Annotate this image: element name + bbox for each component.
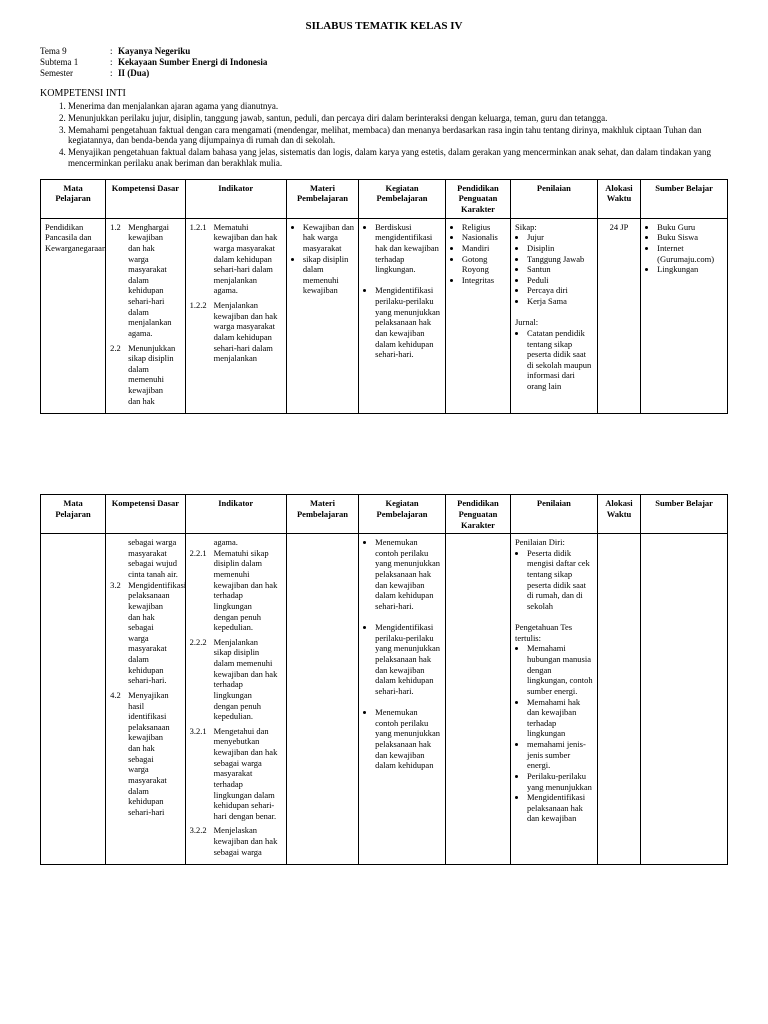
meta-label-subtema: Subtema 1 [40,57,110,67]
cell-mp [41,534,106,865]
th-keg: Kegiatan Pembelajaran [359,495,446,534]
th-sum: Sumber Belajar [641,495,728,534]
list-item: Menerima dan menjalankan ajaran agama ya… [68,101,728,112]
cell-alo: 24 JP [597,218,640,414]
th-alo: Alokasi Waktu [597,179,640,218]
th-mp: Mata Pelajaran [41,495,106,534]
th-kd: Kompetensi Dasar [106,179,186,218]
th-mat: Materi Pembelajaran [286,179,358,218]
kompetensi-heading: KOMPETENSI INTI [40,88,728,99]
cell-nil: Sikap: Jujur Disiplin Tanggung Jawab San… [511,218,598,414]
th-pen: Pendidikan Penguatan Karakter [445,495,510,534]
cell-keg: Menemukan contoh perilaku yang menunjukk… [359,534,446,865]
cell-alo [597,534,640,865]
cell-mat: Kewajiban dan hak warga masyarakat sikap… [286,218,358,414]
table-row: sebagai warga masyarakat sebagai wujud c… [41,534,728,865]
cell-ind: 1.2.1Mematuhi kewajiban dan hak warga ma… [185,218,286,414]
th-nil: Penilaian [511,179,598,218]
th-kd: Kompetensi Dasar [106,495,186,534]
th-mat: Materi Pembelajaran [286,495,358,534]
syllabus-table-1: Mata Pelajaran Kompetensi Dasar Indikato… [40,179,728,415]
page-title: SILABUS TEMATIK KELAS IV [40,20,728,32]
cell-ind: agama. 2.2.1Mematuhi sikap disiplin dala… [185,534,286,865]
th-ind: Indikator [185,179,286,218]
cell-mat [286,534,358,865]
th-ind: Indikator [185,495,286,534]
list-item: Menyajikan pengetahuan faktual dalam bah… [68,147,728,169]
th-sum: Sumber Belajar [641,179,728,218]
table-row: Pendidikan Pancasila dan Kewarganegaraan… [41,218,728,414]
th-alo: Alokasi Waktu [597,495,640,534]
th-mp: Mata Pelajaran [41,179,106,218]
th-nil: Penilaian [511,495,598,534]
meta-label-semester: Semester [40,68,110,78]
th-pen: Pendidikan Penguatan Karakter [445,179,510,218]
cell-keg: Berdiskusi mengidentifikasi hak dan kewa… [359,218,446,414]
meta-val-semester: II (Dua) [118,68,149,78]
th-keg: Kegiatan Pembelajaran [359,179,446,218]
cell-sum: Buku Guru Buku Siswa Internet (Gurumaju.… [641,218,728,414]
list-item: Memahami pengetahuan faktual dengan cara… [68,125,728,147]
meta-label-tema: Tema 9 [40,46,110,56]
meta-val-tema: Kayanya Negeriku [118,46,190,56]
cell-mp: Pendidikan Pancasila dan Kewarganegaraan [41,218,106,414]
list-item: Menunjukkan perilaku jujur, disiplin, ta… [68,113,728,124]
cell-sum [641,534,728,865]
meta-val-subtema: Kekayaan Sumber Energi di Indonesia [118,57,267,67]
cell-pen: Religius Nasionalis Mandiri Gotong Royon… [445,218,510,414]
cell-nil: Penilaian Diri: Peserta didik mengisi da… [511,534,598,865]
meta-block: Tema 9 : Kayanya Negeriku Subtema 1 : Ke… [40,46,728,78]
syllabus-table-2: Mata Pelajaran Kompetensi Dasar Indikato… [40,494,728,865]
kompetensi-list: Menerima dan menjalankan ajaran agama ya… [68,101,728,169]
cell-kd: sebagai warga masyarakat sebagai wujud c… [106,534,186,865]
cell-pen [445,534,510,865]
cell-kd: 1.2Menghargai kewajiban dan hak warga ma… [106,218,186,414]
